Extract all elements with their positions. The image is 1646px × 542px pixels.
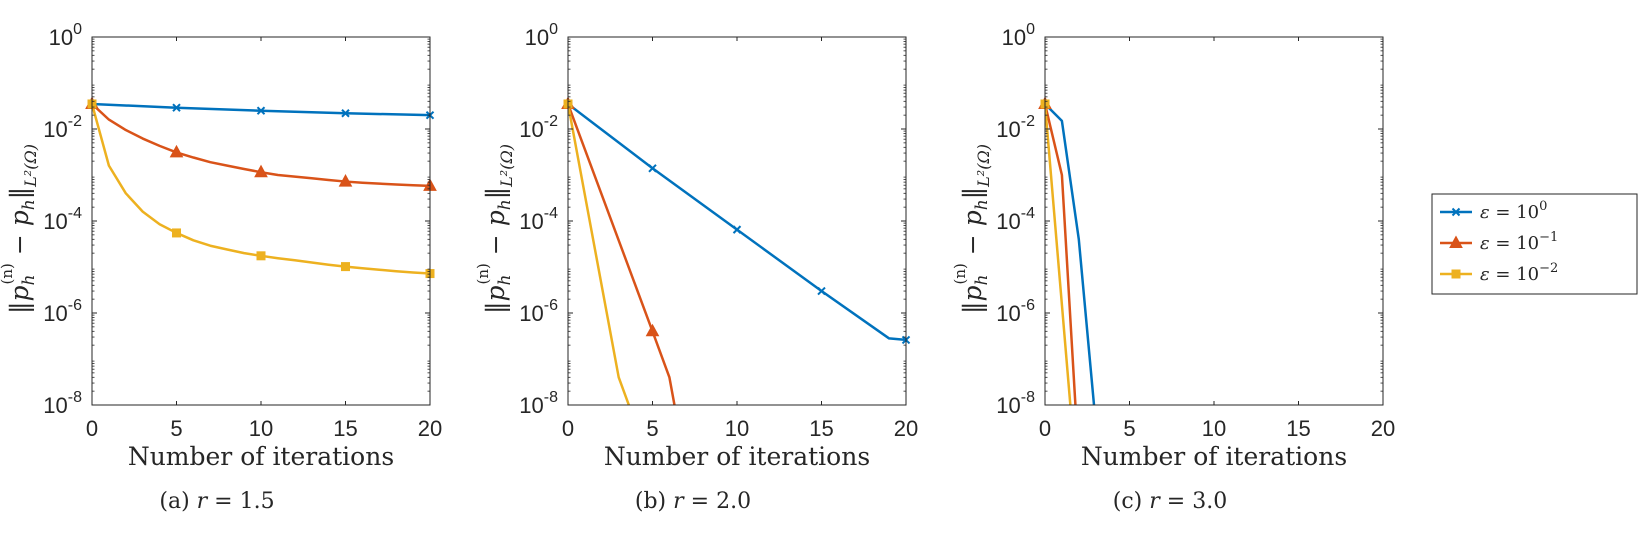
legend-label: ε = 10−2 <box>1480 261 1558 285</box>
y-tick-label: 10-2 <box>996 113 1035 142</box>
x-tick-label: 15 <box>333 416 357 441</box>
series-line-2 <box>1045 103 1077 405</box>
y-tick-label: 10-6 <box>996 297 1035 326</box>
y-tick-label: 10-4 <box>996 205 1035 234</box>
y-tick-label: 10-8 <box>519 389 558 418</box>
legend-label: ε = 10−1 <box>1480 230 1558 254</box>
data-point <box>338 174 353 187</box>
series-line-1 <box>1045 103 1096 405</box>
marker-stroke <box>817 286 826 296</box>
plot-area <box>568 37 906 405</box>
plot-area <box>92 37 430 405</box>
y-tick-label: 10-8 <box>43 389 82 418</box>
data-point <box>732 225 742 234</box>
chart-panel-3: 0 5 10 15 20 100 10-2 10-4 10-6 10-8 Number of ite… <box>951 21 1395 514</box>
marker-stroke <box>256 106 266 115</box>
chart-caption: (b) r = 2.0 <box>635 489 751 514</box>
data-point <box>341 262 350 272</box>
legend: ε = 100 ε = 10−1 ε = 10−2 <box>1431 193 1638 295</box>
y-axis-label: ‖ph(n) − ph‖L²(Ω) <box>474 144 516 314</box>
chart-caption: (a) r = 1.5 <box>159 489 274 514</box>
data-point <box>256 106 266 115</box>
marker-stroke <box>732 225 742 234</box>
chart-panel-1: 0 5 10 15 20 100 10-2 10-4 10-6 10-8 Number of ite… <box>0 21 442 514</box>
y-tick-label: 10-2 <box>519 113 558 142</box>
data-point <box>172 228 181 238</box>
legend-marker <box>1449 235 1463 248</box>
x-tick-label: 10 <box>249 416 273 441</box>
marker-stroke <box>341 109 350 118</box>
y-tick-label: 100 <box>1002 21 1035 50</box>
data-point <box>169 144 184 158</box>
y-tick-label: 10-8 <box>996 389 1035 418</box>
series-line-1 <box>568 102 906 342</box>
x-tick-label: 10 <box>725 416 749 441</box>
series-line-3 <box>568 103 631 405</box>
x-tick-label: 20 <box>418 416 442 441</box>
data-point <box>254 164 268 178</box>
x-tick-label: 0 <box>86 416 98 441</box>
x-tick-label: 5 <box>170 416 182 441</box>
y-tick-label: 10-4 <box>519 205 558 234</box>
legend-item-3: ε = 10−2 <box>1440 261 1558 285</box>
x-tick-label: 15 <box>809 416 833 441</box>
x-tick-label: 5 <box>646 416 658 441</box>
x-tick-label: 0 <box>1039 416 1051 441</box>
x-tick-label: 5 <box>1123 416 1135 441</box>
legend-item-1: ε = 100 <box>1440 199 1547 223</box>
legend-marker <box>1451 207 1461 217</box>
chart-panel-2: 0 5 10 15 20 100 10-2 10-4 10-6 10-8 Number of ite… <box>474 21 918 514</box>
y-tick-label: 10-6 <box>43 297 82 326</box>
x-tick-label: 15 <box>1286 416 1310 441</box>
data-point <box>341 109 350 118</box>
legend-marker <box>1451 269 1461 279</box>
y-axis-label: ‖ph(n) − ph‖L²(Ω) <box>951 144 993 314</box>
marker-stroke <box>1451 207 1461 217</box>
marker-stroke <box>172 103 181 112</box>
x-axis-label: Number of iterations <box>1081 442 1347 471</box>
x-tick-label: 10 <box>1202 416 1226 441</box>
x-axis-label: Number of iterations <box>128 442 394 471</box>
x-tick-label: 0 <box>562 416 574 441</box>
series-line-3 <box>1045 103 1072 405</box>
y-tick-label: 100 <box>525 21 558 50</box>
legend-label: ε = 100 <box>1480 199 1547 223</box>
data-point <box>817 286 826 296</box>
y-tick-label: 100 <box>49 21 82 50</box>
data-point <box>172 103 181 112</box>
plot-area <box>1045 37 1383 405</box>
series-line-2 <box>568 103 676 405</box>
x-tick-label: 20 <box>1371 416 1395 441</box>
marker-stroke <box>648 164 657 173</box>
data-point <box>256 251 266 261</box>
y-tick-label: 10-4 <box>43 205 82 234</box>
chart-caption: (c) r = 3.0 <box>1113 489 1227 514</box>
data-point <box>645 323 660 337</box>
y-tick-label: 10-6 <box>519 297 558 326</box>
data-point <box>648 164 657 173</box>
y-axis-label: ‖ph(n) − ph‖L²(Ω) <box>0 144 40 314</box>
legend-item-2: ε = 10−1 <box>1440 230 1558 254</box>
y-tick-label: 10-2 <box>43 113 82 142</box>
x-axis-label: Number of iterations <box>604 442 870 471</box>
x-tick-label: 20 <box>894 416 918 441</box>
